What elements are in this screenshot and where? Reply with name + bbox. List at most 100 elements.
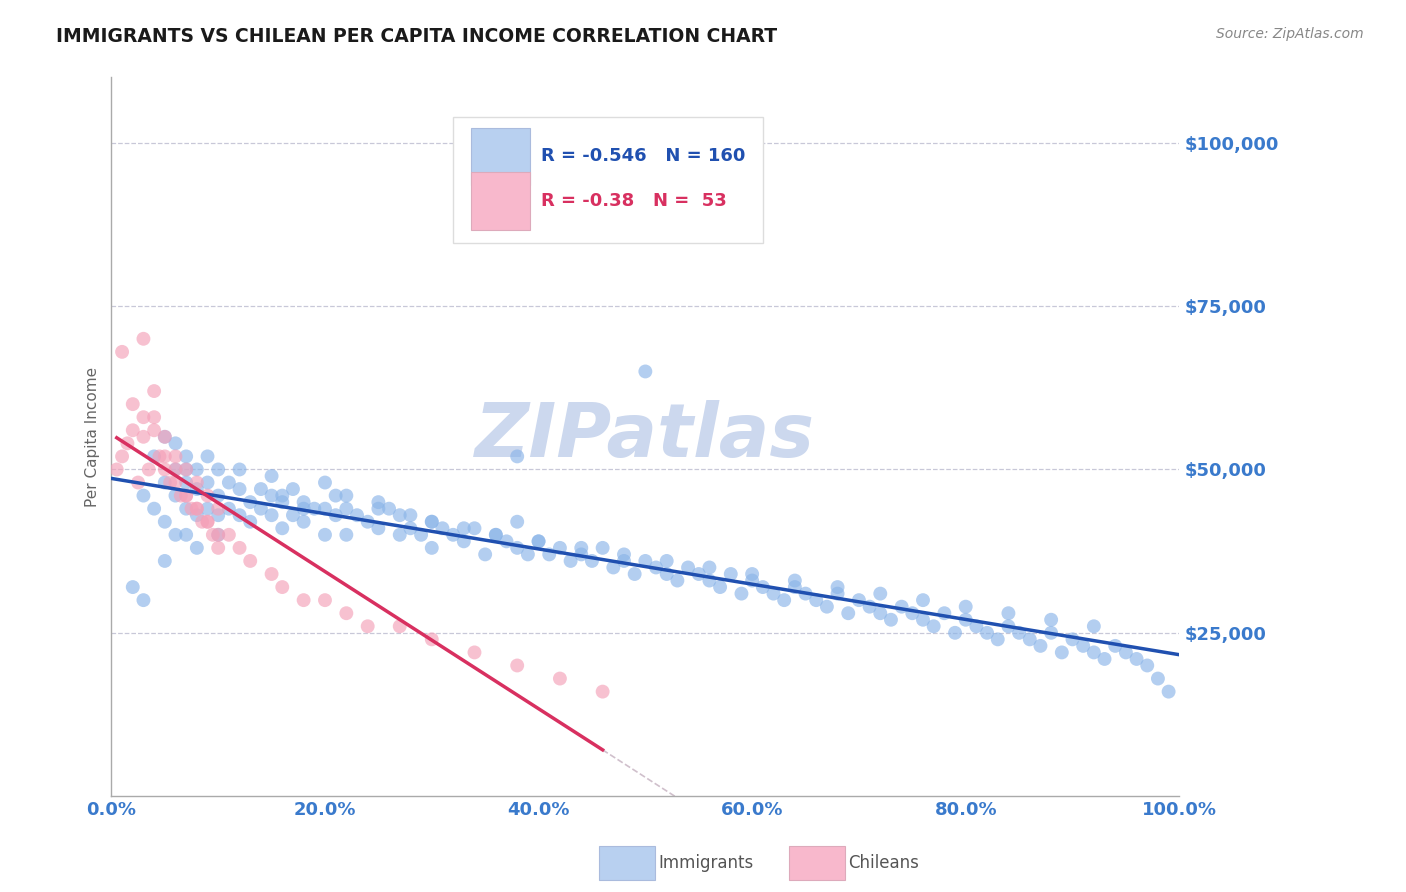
Point bbox=[388, 528, 411, 542]
Point bbox=[388, 619, 411, 633]
Point bbox=[292, 593, 315, 607]
Point bbox=[174, 489, 197, 503]
Point bbox=[260, 508, 283, 523]
Point bbox=[197, 501, 219, 516]
Point bbox=[773, 593, 796, 607]
Point bbox=[335, 606, 357, 620]
Point bbox=[869, 586, 891, 600]
Point bbox=[506, 450, 529, 464]
FancyBboxPatch shape bbox=[453, 117, 763, 243]
Point bbox=[976, 625, 998, 640]
Point bbox=[1040, 625, 1063, 640]
Point bbox=[314, 528, 336, 542]
Point bbox=[1018, 632, 1040, 647]
Point bbox=[815, 599, 838, 614]
Point bbox=[645, 560, 668, 574]
Point bbox=[250, 501, 273, 516]
Point bbox=[453, 534, 475, 549]
Point bbox=[121, 423, 143, 437]
Point bbox=[1029, 639, 1052, 653]
Point bbox=[335, 528, 357, 542]
Point bbox=[827, 586, 849, 600]
Point bbox=[105, 462, 128, 476]
Point bbox=[186, 482, 208, 496]
Point bbox=[485, 528, 508, 542]
Point bbox=[516, 548, 538, 562]
Point bbox=[132, 430, 155, 444]
Point bbox=[117, 436, 139, 450]
Point bbox=[901, 606, 924, 620]
Point bbox=[153, 554, 176, 568]
Point bbox=[260, 567, 283, 582]
Point bbox=[153, 475, 176, 490]
Point bbox=[869, 606, 891, 620]
Text: Chileans: Chileans bbox=[848, 854, 918, 871]
Point bbox=[1157, 684, 1180, 698]
Point bbox=[783, 574, 806, 588]
Point bbox=[794, 586, 817, 600]
Point bbox=[132, 332, 155, 346]
Point bbox=[548, 541, 571, 555]
Point bbox=[699, 574, 721, 588]
Point bbox=[655, 554, 678, 568]
Point bbox=[527, 534, 550, 549]
Point bbox=[197, 489, 219, 503]
Point bbox=[153, 430, 176, 444]
Point bbox=[453, 521, 475, 535]
Point bbox=[335, 489, 357, 503]
Point bbox=[325, 508, 347, 523]
Point bbox=[111, 450, 134, 464]
Point bbox=[271, 489, 294, 503]
Point bbox=[174, 501, 197, 516]
Text: Immigrants: Immigrants bbox=[658, 854, 754, 871]
Point bbox=[314, 593, 336, 607]
Point bbox=[165, 462, 187, 476]
Point bbox=[325, 489, 347, 503]
Point bbox=[432, 521, 454, 535]
Point bbox=[560, 554, 582, 568]
Point bbox=[997, 606, 1019, 620]
Point bbox=[143, 450, 166, 464]
Point bbox=[806, 593, 828, 607]
Point bbox=[165, 462, 187, 476]
Point bbox=[186, 462, 208, 476]
Point bbox=[174, 462, 197, 476]
Point bbox=[1147, 672, 1170, 686]
Point bbox=[569, 548, 592, 562]
Point bbox=[965, 619, 987, 633]
Point bbox=[613, 554, 636, 568]
Point bbox=[676, 560, 699, 574]
Point bbox=[441, 528, 464, 542]
Point bbox=[634, 364, 657, 378]
Point bbox=[1136, 658, 1159, 673]
Point bbox=[943, 625, 966, 640]
Point bbox=[121, 397, 143, 411]
Point bbox=[153, 515, 176, 529]
Point bbox=[165, 475, 187, 490]
Point bbox=[934, 606, 956, 620]
Point bbox=[420, 541, 443, 555]
Point bbox=[378, 501, 401, 516]
Point bbox=[399, 508, 422, 523]
Point bbox=[174, 528, 197, 542]
Text: R = -0.546   N = 160: R = -0.546 N = 160 bbox=[541, 147, 745, 166]
Point bbox=[207, 528, 229, 542]
Point bbox=[592, 684, 614, 698]
Point bbox=[613, 548, 636, 562]
Point bbox=[271, 495, 294, 509]
Y-axis label: Per Capita Income: Per Capita Income bbox=[86, 367, 100, 507]
Point bbox=[153, 450, 176, 464]
Point bbox=[165, 436, 187, 450]
Point bbox=[911, 593, 934, 607]
Point bbox=[1115, 645, 1137, 659]
Point bbox=[1094, 652, 1116, 666]
Point bbox=[260, 489, 283, 503]
Point bbox=[388, 508, 411, 523]
Point bbox=[495, 534, 517, 549]
Point bbox=[138, 462, 160, 476]
Point bbox=[634, 554, 657, 568]
Point bbox=[848, 593, 870, 607]
Point bbox=[837, 606, 859, 620]
Point bbox=[239, 515, 262, 529]
Point bbox=[420, 515, 443, 529]
